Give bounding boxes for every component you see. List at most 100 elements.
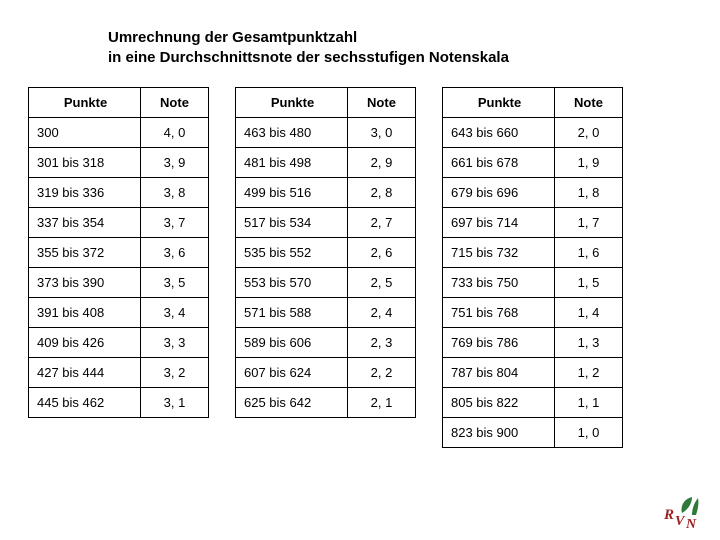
cell-punkte: 679 bis 696 xyxy=(443,177,555,207)
cell-punkte: 300 xyxy=(29,117,141,147)
table-row: 571 bis 5882, 4 xyxy=(236,297,416,327)
cell-punkte: 643 bis 660 xyxy=(443,117,555,147)
cell-note: 1, 3 xyxy=(555,327,623,357)
title-line-1: Umrechnung der Gesamtpunktzahl xyxy=(108,28,692,48)
svg-text:R: R xyxy=(663,507,674,523)
header-punkte: Punkte xyxy=(236,87,348,117)
table-row: 787 bis 8041, 2 xyxy=(443,357,623,387)
cell-note: 2, 2 xyxy=(348,357,416,387)
grade-table-1: Punkte Note 3004, 0301 bis 3183, 9319 bi… xyxy=(28,87,209,418)
cell-punkte: 535 bis 552 xyxy=(236,237,348,267)
grade-table-3: Punkte Note 643 bis 6602, 0661 bis 6781,… xyxy=(442,87,623,448)
header-punkte: Punkte xyxy=(29,87,141,117)
cell-note: 1, 0 xyxy=(555,417,623,447)
cell-punkte: 625 bis 642 xyxy=(236,387,348,417)
header-note: Note xyxy=(348,87,416,117)
table-row: 805 bis 8221, 1 xyxy=(443,387,623,417)
table-row: 697 bis 7141, 7 xyxy=(443,207,623,237)
cell-note: 2, 5 xyxy=(348,267,416,297)
table-row: 823 bis 9001, 0 xyxy=(443,417,623,447)
tables-container: Punkte Note 3004, 0301 bis 3183, 9319 bi… xyxy=(28,87,692,448)
table-header-row: Punkte Note xyxy=(29,87,209,117)
cell-note: 1, 4 xyxy=(555,297,623,327)
cell-punkte: 769 bis 786 xyxy=(443,327,555,357)
cell-note: 3, 6 xyxy=(141,237,209,267)
table-row: 463 bis 4803, 0 xyxy=(236,117,416,147)
table-row: 715 bis 7321, 6 xyxy=(443,237,623,267)
cell-punkte: 571 bis 588 xyxy=(236,297,348,327)
cell-punkte: 751 bis 768 xyxy=(443,297,555,327)
cell-note: 2, 7 xyxy=(348,207,416,237)
cell-punkte: 787 bis 804 xyxy=(443,357,555,387)
cell-note: 1, 7 xyxy=(555,207,623,237)
cell-note: 3, 4 xyxy=(141,297,209,327)
cell-note: 3, 5 xyxy=(141,267,209,297)
grade-table-2: Punkte Note 463 bis 4803, 0481 bis 4982,… xyxy=(235,87,416,418)
cell-note: 2, 0 xyxy=(555,117,623,147)
cell-punkte: 697 bis 714 xyxy=(443,207,555,237)
header-note: Note xyxy=(555,87,623,117)
cell-note: 3, 1 xyxy=(141,387,209,417)
cell-note: 1, 2 xyxy=(555,357,623,387)
table-row: 337 bis 3543, 7 xyxy=(29,207,209,237)
cell-note: 1, 6 xyxy=(555,237,623,267)
table-row: 589 bis 6062, 3 xyxy=(236,327,416,357)
table-row: 535 bis 5522, 6 xyxy=(236,237,416,267)
table-row: 319 bis 3363, 8 xyxy=(29,177,209,207)
cell-punkte: 499 bis 516 xyxy=(236,177,348,207)
table-header-row: Punkte Note xyxy=(443,87,623,117)
table-row: 553 bis 5702, 5 xyxy=(236,267,416,297)
cell-note: 1, 5 xyxy=(555,267,623,297)
svg-text:N: N xyxy=(685,517,697,529)
cell-punkte: 391 bis 408 xyxy=(29,297,141,327)
table-row: 409 bis 4263, 3 xyxy=(29,327,209,357)
cell-punkte: 823 bis 900 xyxy=(443,417,555,447)
cell-note: 1, 9 xyxy=(555,147,623,177)
page-title: Umrechnung der Gesamtpunktzahl in eine D… xyxy=(108,28,692,69)
table-row: 355 bis 3723, 6 xyxy=(29,237,209,267)
cell-note: 2, 8 xyxy=(348,177,416,207)
table-row: 481 bis 4982, 9 xyxy=(236,147,416,177)
cell-punkte: 355 bis 372 xyxy=(29,237,141,267)
table-row: 607 bis 6242, 2 xyxy=(236,357,416,387)
table-row: 517 bis 5342, 7 xyxy=(236,207,416,237)
svg-text:V: V xyxy=(675,514,686,529)
cell-note: 3, 9 xyxy=(141,147,209,177)
cell-punkte: 733 bis 750 xyxy=(443,267,555,297)
cell-note: 1, 1 xyxy=(555,387,623,417)
table-row: 769 bis 7861, 3 xyxy=(443,327,623,357)
cell-punkte: 337 bis 354 xyxy=(29,207,141,237)
cell-note: 3, 0 xyxy=(348,117,416,147)
table-row: 625 bis 6422, 1 xyxy=(236,387,416,417)
cell-note: 2, 9 xyxy=(348,147,416,177)
table-row: 751 bis 7681, 4 xyxy=(443,297,623,327)
table-row: 499 bis 5162, 8 xyxy=(236,177,416,207)
cell-note: 2, 6 xyxy=(348,237,416,267)
cell-punkte: 805 bis 822 xyxy=(443,387,555,417)
table-row: 391 bis 4083, 4 xyxy=(29,297,209,327)
table-header-row: Punkte Note xyxy=(236,87,416,117)
cell-note: 2, 4 xyxy=(348,297,416,327)
cell-punkte: 517 bis 534 xyxy=(236,207,348,237)
cell-punkte: 481 bis 498 xyxy=(236,147,348,177)
cell-note: 3, 2 xyxy=(141,357,209,387)
title-line-2: in eine Durchschnittsnote der sechsstufi… xyxy=(108,48,692,68)
cell-punkte: 319 bis 336 xyxy=(29,177,141,207)
cell-punkte: 445 bis 462 xyxy=(29,387,141,417)
cell-punkte: 427 bis 444 xyxy=(29,357,141,387)
table-row: 3004, 0 xyxy=(29,117,209,147)
cell-punkte: 409 bis 426 xyxy=(29,327,141,357)
cell-punkte: 661 bis 678 xyxy=(443,147,555,177)
cell-note: 4, 0 xyxy=(141,117,209,147)
header-note: Note xyxy=(141,87,209,117)
cell-punkte: 373 bis 390 xyxy=(29,267,141,297)
cell-punkte: 301 bis 318 xyxy=(29,147,141,177)
logo-icon: R V N xyxy=(662,495,708,534)
cell-punkte: 715 bis 732 xyxy=(443,237,555,267)
cell-punkte: 463 bis 480 xyxy=(236,117,348,147)
cell-note: 3, 3 xyxy=(141,327,209,357)
cell-note: 2, 3 xyxy=(348,327,416,357)
table-row: 733 bis 7501, 5 xyxy=(443,267,623,297)
cell-punkte: 589 bis 606 xyxy=(236,327,348,357)
table-row: 679 bis 6961, 8 xyxy=(443,177,623,207)
